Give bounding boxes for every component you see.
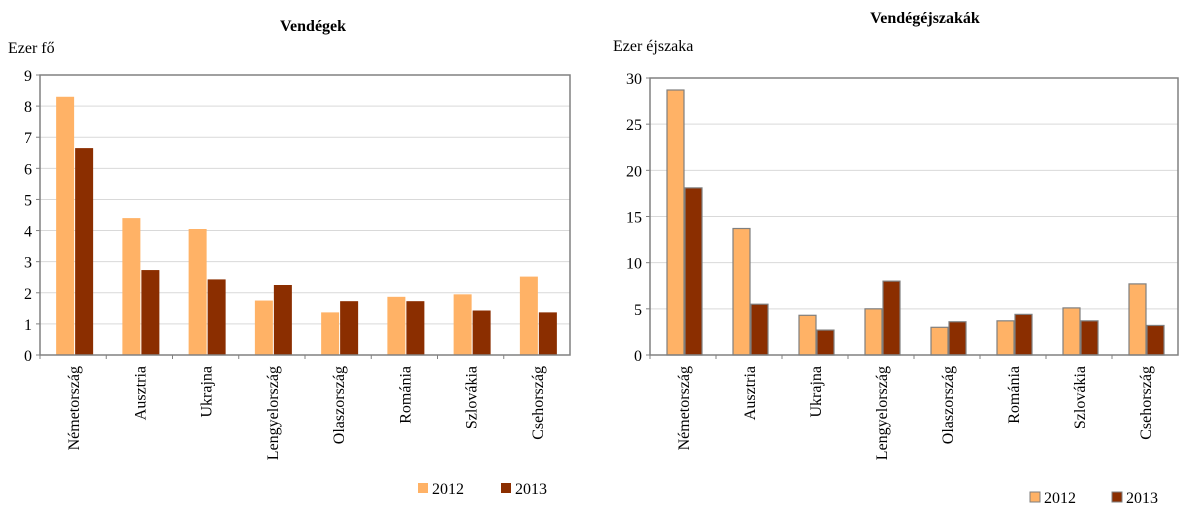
y-tick-label: 6 [24, 161, 32, 178]
y-tick-label: 4 [24, 224, 32, 241]
legend-label-2013: 2013 [1126, 490, 1158, 507]
legend-label-2013: 2013 [515, 481, 547, 498]
x-category-label: Németország [676, 366, 693, 450]
y-tick-label: 2 [24, 286, 32, 303]
x-category-label: Lengyelország [874, 366, 891, 460]
axes [646, 77, 1179, 359]
legend-swatch-2013 [1111, 491, 1123, 503]
legend-label-2012: 2012 [1044, 490, 1076, 507]
x-category-labels: Németország Ausztria Ukrajna Lengyelország O… [66, 366, 547, 460]
bar-2012-4 [321, 312, 340, 355]
x-category-label: Románia [397, 366, 414, 424]
y-tick-label: 8 [24, 99, 32, 116]
y-tick-labels: 0 1 2 3 4 5 6 7 8 9 [24, 68, 32, 365]
x-category-label: Csehország [530, 366, 547, 440]
legend: 2012 2013 [1029, 490, 1158, 507]
legend-swatch-2013 [501, 483, 511, 493]
bar-2012-2 [798, 314, 817, 356]
y-tick-label: 20 [626, 163, 642, 180]
legend-swatch-2012 [418, 483, 428, 493]
x-category-label: Ausztria [742, 366, 759, 420]
y-tick-label: 10 [626, 256, 642, 273]
y-tick-label: 15 [626, 210, 642, 227]
chart-title: Vendégéjszakák [870, 10, 980, 27]
y-tick-label: 0 [634, 348, 642, 365]
bar-2013-1 [750, 303, 769, 356]
bar-2012-0 [666, 89, 685, 356]
y-tick-label: 25 [626, 117, 642, 134]
grid-lines [40, 74, 570, 325]
axes [36, 74, 571, 359]
x-category-label: Csehország [1138, 366, 1155, 440]
bar-2012-6 [1062, 307, 1081, 356]
y-tick-label: 3 [24, 255, 32, 272]
x-category-label: Ausztria [132, 366, 149, 420]
bar-2013-2 [207, 279, 226, 355]
x-category-label: Olaszország [940, 366, 957, 444]
bar-2013-7 [538, 312, 557, 355]
grid-lines [650, 77, 1178, 310]
bar-2012-5 [996, 320, 1015, 356]
bar-2012-1 [122, 218, 141, 355]
bar-2012-5 [387, 296, 406, 355]
bar-2013-5 [406, 301, 425, 355]
bar-2013-0 [684, 187, 703, 356]
y-tick-label: 9 [24, 68, 32, 85]
bar-2013-4 [340, 301, 359, 355]
x-category-labels: Németország Ausztria Ukrajna Lengyelország O… [676, 366, 1155, 460]
bar-2013-6 [1080, 320, 1099, 356]
y-tick-label: 30 [626, 71, 642, 88]
bar-2013-3 [273, 285, 292, 355]
bar-2012-1 [732, 227, 751, 356]
y-unit-label: Ezer éjszaka [613, 38, 693, 55]
y-tick-label: 5 [24, 192, 32, 209]
bars [56, 96, 557, 356]
bar-2013-1 [141, 270, 160, 355]
chart-title: Vendégek [280, 18, 346, 35]
x-category-label: Románia [1006, 366, 1023, 424]
y-tick-label: 0 [24, 348, 32, 365]
y-tick-labels: 0 5 10 15 20 25 30 [626, 71, 642, 365]
bar-2013-7 [1146, 324, 1165, 356]
bar-2012-6 [453, 294, 472, 355]
y-unit-label: Ezer fő [8, 40, 55, 57]
x-category-label: Szlovákia [1072, 366, 1089, 429]
bar-2013-0 [75, 148, 94, 355]
bar-2012-3 [864, 308, 883, 356]
bar-2012-0 [56, 96, 75, 356]
x-category-label: Ukrajna [199, 366, 216, 418]
bar-2013-6 [472, 310, 491, 355]
y-tick-label: 7 [24, 130, 32, 147]
chart-guests: Vendégek Ezer fő 0 1 2 3 4 5 6 7 8 9 Németország A… [8, 18, 571, 498]
y-tick-label: 5 [634, 302, 642, 319]
x-category-label: Németország [66, 366, 83, 450]
chart-nights: Vendégéjszakák Ezer éjszaka 0 5 10 15 20 25 30… [613, 10, 1179, 507]
bar-2012-4 [930, 326, 949, 356]
bar-2012-2 [188, 229, 207, 355]
bars [666, 89, 1165, 356]
bar-2013-5 [1014, 313, 1033, 356]
legend: 2012 2013 [418, 481, 547, 498]
bar-2013-2 [816, 329, 835, 356]
bar-2013-3 [882, 280, 901, 356]
bar-2013-4 [948, 321, 967, 356]
x-category-label: Ukrajna [808, 366, 825, 418]
bar-2012-7 [519, 276, 538, 355]
bar-2012-3 [254, 300, 273, 355]
legend-swatch-2012 [1029, 491, 1041, 503]
legend-label-2012: 2012 [432, 481, 464, 498]
x-category-label: Olaszország [331, 366, 348, 444]
x-category-label: Szlovákia [464, 366, 481, 429]
y-tick-label: 1 [24, 317, 32, 334]
x-category-label: Lengyelország [265, 366, 282, 460]
bar-2012-7 [1128, 283, 1147, 356]
